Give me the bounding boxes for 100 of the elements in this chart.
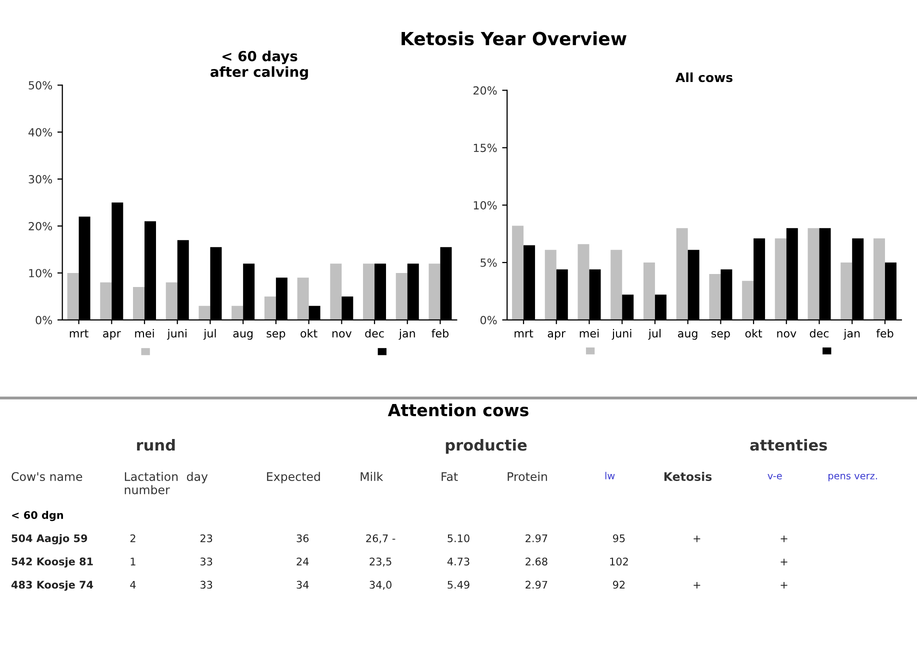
x-tick-label: apr (103, 331, 121, 340)
x-tick-label: jul (648, 328, 661, 340)
bar (742, 280, 754, 320)
text: rund (137, 438, 175, 451)
text: + (780, 582, 788, 589)
text: + (694, 582, 700, 589)
x-tick-label: okt (300, 328, 318, 338)
text: 23,5 (370, 558, 392, 567)
text: Expected (267, 472, 320, 484)
x-tick-label: okt (745, 328, 762, 338)
bar (133, 287, 145, 320)
text: Ketosis (664, 472, 712, 482)
y-tick-label: 0% (36, 316, 52, 324)
x-tick-label: sep (711, 331, 730, 340)
y-tick-label: 20% (473, 86, 497, 95)
bar (100, 282, 112, 320)
bar (297, 278, 309, 320)
bar (232, 306, 244, 320)
bar (808, 228, 820, 320)
bar (774, 238, 786, 320)
y-tick-label: 15% (474, 144, 497, 152)
text: Fat (442, 472, 458, 482)
text: 26,7 - (366, 534, 396, 544)
x-tick-label: juni (167, 328, 186, 340)
bar (512, 226, 524, 320)
text: 33 (200, 580, 212, 589)
x-tick-label: jul (203, 328, 216, 340)
text: day (186, 472, 208, 484)
y-tick-label: 10% (29, 268, 52, 278)
text: 2.97 (526, 534, 548, 542)
text: Protein (508, 472, 547, 482)
text: 34,0 (370, 580, 392, 590)
text: 2.97 (526, 580, 548, 589)
text: lw (605, 472, 615, 480)
x-tick-label: jan (843, 328, 860, 340)
chart-subtitle: < 60 days after calving (210, 50, 308, 80)
text: < 60 dgn (12, 510, 63, 522)
x-tick-label: aug (678, 331, 698, 340)
bar (198, 306, 210, 320)
text: 2.68 (526, 558, 548, 566)
bar (578, 244, 590, 320)
text: 23 (200, 534, 212, 542)
text: 4 (130, 580, 136, 589)
bar (67, 272, 79, 320)
y-tick-label: 0% (480, 316, 497, 324)
text: attenties (750, 438, 827, 451)
bar (544, 250, 556, 320)
bar (610, 250, 622, 320)
y-tick-label: 30% (28, 175, 52, 184)
bar (676, 228, 688, 320)
bar (264, 296, 276, 320)
y-tick-label: 40% (28, 128, 52, 136)
bar (330, 264, 342, 320)
text: 483 Koosje 74 (11, 580, 94, 591)
bar (840, 262, 852, 320)
x-tick-label: juni (612, 328, 632, 340)
text: Milk (360, 472, 384, 481)
bar (428, 264, 440, 320)
text: 36 (296, 534, 309, 542)
text: 5.10 (448, 534, 470, 542)
bar (166, 282, 178, 320)
bar (709, 274, 721, 320)
text: 542 Koosje 81 (12, 557, 93, 568)
text: 92 (613, 580, 625, 589)
y-tick-label: 5% (480, 258, 497, 267)
text: 102 (610, 558, 628, 566)
x-tick-label: feb (876, 328, 894, 338)
text: 34 (296, 580, 309, 589)
x-tick-label: aug (233, 331, 253, 340)
text: pens verz. (828, 474, 877, 482)
x-tick-label: mrt (70, 330, 88, 338)
text: Attention cows (388, 403, 528, 416)
text: + (780, 536, 788, 542)
text: productie (446, 438, 527, 454)
x-tick-label: sep (266, 331, 286, 340)
x-tick-label: nov (777, 331, 796, 338)
text: 1 (130, 558, 136, 566)
text: 95 (613, 534, 625, 542)
text: 504 Aagjo 59 (12, 534, 88, 544)
text: 5.49 (448, 580, 470, 589)
bar (396, 272, 408, 320)
y-tick-label: 20% (28, 222, 52, 230)
text: 33 (200, 558, 212, 566)
text: 4.73 (447, 558, 470, 566)
x-tick-label: dec (365, 328, 384, 338)
text: Lactation number (124, 472, 178, 494)
chart-subtitle: All cows (676, 72, 732, 82)
text: Cow's name (12, 472, 82, 482)
text: Ketosis Year Overview (402, 31, 626, 46)
x-tick-label: mrt (514, 330, 534, 338)
x-tick-label: nov (332, 331, 352, 338)
x-tick-label: jan (398, 328, 415, 340)
bar (363, 264, 375, 320)
x-tick-label: feb (432, 328, 449, 338)
x-tick-label: mei (135, 328, 154, 338)
text: 2 (130, 534, 136, 542)
x-tick-label: mei (580, 328, 599, 338)
text: 24 (296, 558, 309, 566)
y-tick-label: 50% (28, 81, 52, 90)
x-tick-label: dec (810, 328, 829, 338)
